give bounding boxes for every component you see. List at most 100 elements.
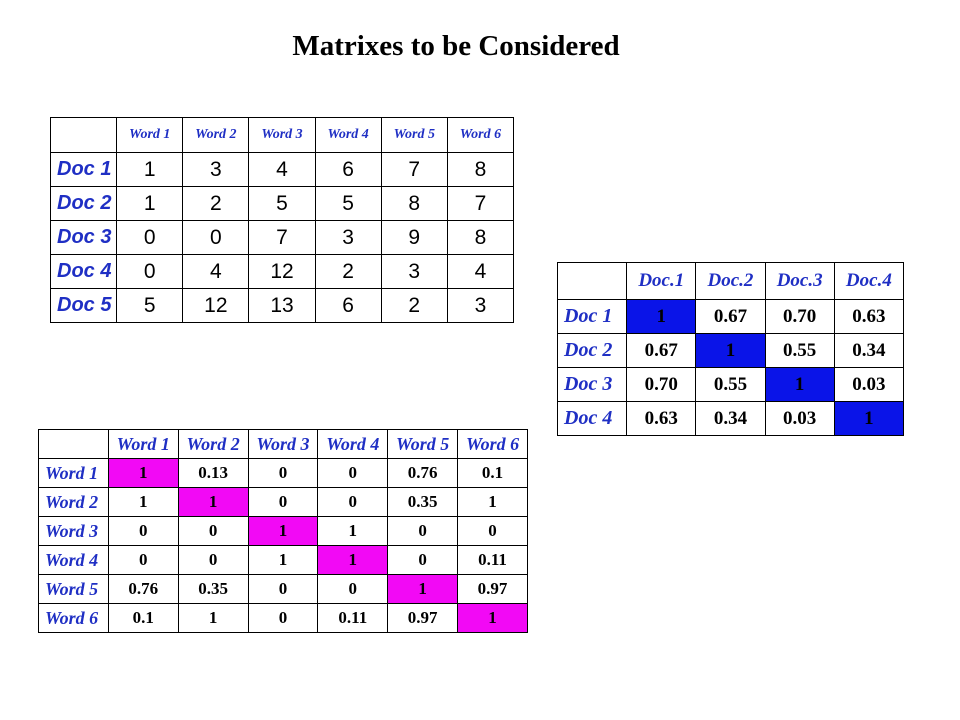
matrix-cell: 0.55 [695,367,766,402]
matrix-cell: 2 [380,288,448,323]
matrix-cell: 5 [314,186,382,221]
column-header: Word 6 [457,429,528,459]
matrix-cell: 8 [446,220,515,255]
row-header: Doc 4 [556,401,628,436]
table-row: Word 5 0.76 0.35 0 0 1 0.97 [38,574,528,604]
matrix-cell: 1 [177,603,249,633]
matrix-cell: 0.11 [457,545,528,575]
matrix-cell: 0 [107,545,179,575]
matrix-cell: 6 [314,152,382,187]
matrix-cell: 13 [248,288,316,323]
header-row: Word 1 Word 2 Word 3 Word 4 Word 5 Word 6 [38,429,528,459]
diagonal-cell: 1 [626,299,697,334]
column-header: Word 1 [107,429,179,459]
matrix-cell: 1 [317,516,389,546]
matrix-cell: 7 [446,186,515,221]
matrix-cell: 0 [247,603,319,633]
matrix-cell: 0 [457,516,528,546]
row-header: Word 4 [38,545,109,575]
matrix-cell: 0 [177,545,249,575]
column-header: Doc.2 [695,262,766,300]
diagonal-cell: 1 [387,574,459,604]
matrix-cell: 0.34 [695,401,766,436]
matrix-cell: 5 [116,288,184,323]
table-row: Word 1 1 0.13 0 0 0.76 0.1 [38,458,528,488]
page-title: Matrixes to be Considered [292,30,620,62]
matrix-cell: 0.03 [764,401,835,436]
matrix-cell: 0.76 [107,574,179,604]
table-row: Doc 2 0.67 1 0.55 0.34 [556,333,905,368]
matrix-cell: 7 [248,220,316,255]
matrix-cell: 1 [107,487,179,517]
table-row: Doc 4 0.63 0.34 0.03 1 [556,401,905,436]
matrix-cell: 3 [182,152,250,187]
row-header: Word 3 [38,516,109,546]
matrix-cell: 1 [116,152,184,187]
matrix-cell: 2 [182,186,250,221]
matrix-cell: 12 [182,288,250,323]
matrix-cell: 0.70 [764,299,835,334]
diagonal-cell: 1 [764,367,835,402]
row-header: Word 2 [38,487,109,517]
row-header: Doc 5 [49,288,118,323]
matrix-cell: 1 [247,545,319,575]
corner-cell [49,117,118,153]
doc-word-matrix: Word 1 Word 2 Word 3 Word 4 Word 5 Word 6 Doc … [49,117,515,323]
column-header: Word 4 [317,429,389,459]
column-header: Word 5 [380,117,448,153]
row-header: Doc 3 [556,367,628,402]
matrix-cell: 0.97 [457,574,528,604]
matrix-cell: 0 [387,516,459,546]
matrix-cell: 0.34 [833,333,905,368]
matrix-cell: 0 [317,574,389,604]
matrix-cell: 7 [380,152,448,187]
column-header: Word 4 [314,117,382,153]
matrix-cell: 4 [446,254,515,289]
diagonal-cell: 1 [695,333,766,368]
matrix-cell: 0 [317,458,389,488]
header-row: Doc.1 Doc.2 Doc.3 Doc.4 [556,262,905,300]
row-header: Doc 2 [49,186,118,221]
matrix-cell: 0.97 [387,603,459,633]
table-row: Doc 1 1 0.67 0.70 0.63 [556,299,905,334]
matrix-cell: 1 [116,186,184,221]
column-header: Word 6 [446,117,515,153]
matrix-cell: 0 [247,487,319,517]
matrix-cell: 0 [317,487,389,517]
matrix-cell: 8 [446,152,515,187]
matrix-cell: 0.76 [387,458,459,488]
diagonal-cell: 1 [833,401,905,436]
word-word-similarity-matrix: Word 1 Word 2 Word 3 Word 4 Word 5 Word 6 Word… [38,429,528,633]
diagonal-cell: 1 [317,545,389,575]
matrix-cell: 5 [248,186,316,221]
column-header: Word 3 [247,429,319,459]
column-header: Doc.4 [833,262,905,300]
diagonal-cell: 1 [107,458,179,488]
column-header: Word 3 [248,117,316,153]
matrix-cell: 9 [380,220,448,255]
matrix-cell: 0 [247,574,319,604]
column-header: Doc.3 [764,262,835,300]
row-header: Word 6 [38,603,109,633]
row-header: Doc 3 [49,220,118,255]
matrix-cell: 3 [380,254,448,289]
header-row: Word 1 Word 2 Word 3 Word 4 Word 5 Word 6 [49,117,515,153]
matrix-cell: 0 [177,516,249,546]
matrix-cell: 6 [314,288,382,323]
matrix-cell: 0.63 [626,401,697,436]
table-row: Word 4 0 0 1 1 0 0.11 [38,545,528,575]
column-header: Word 2 [177,429,249,459]
matrix-cell: 12 [248,254,316,289]
matrix-cell: 0 [116,220,184,255]
diagonal-cell: 1 [177,487,249,517]
table-row: Doc 4 0 4 12 2 3 4 [49,254,515,289]
matrix-cell: 2 [314,254,382,289]
row-header: Doc 1 [556,299,628,334]
matrix-cell: 0.67 [695,299,766,334]
matrix-cell: 0 [107,516,179,546]
matrix-cell: 0.70 [626,367,697,402]
column-header: Word 5 [387,429,459,459]
